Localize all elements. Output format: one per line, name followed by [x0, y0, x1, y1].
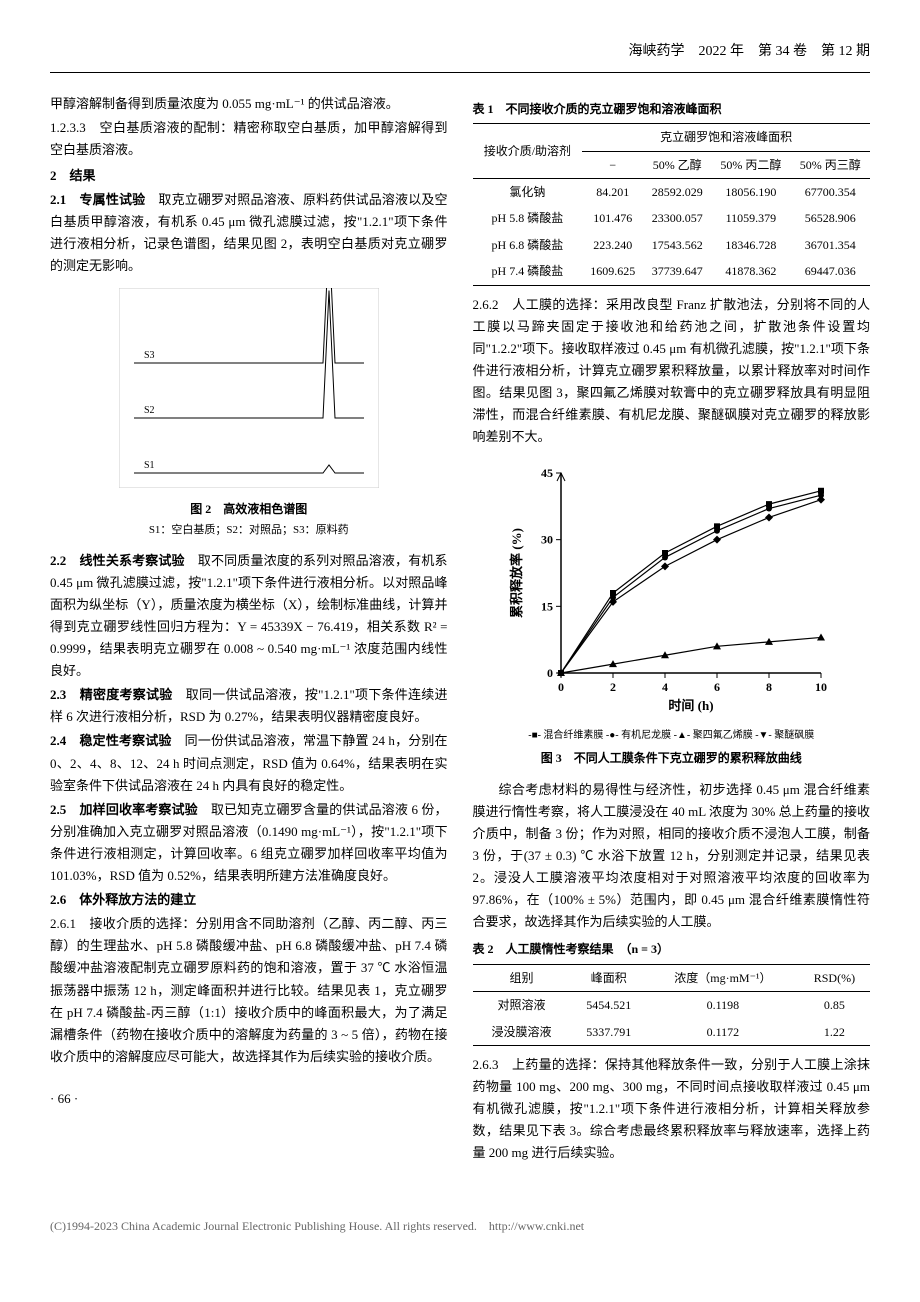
table-2-title: 表 2 人工膜惰性考察结果 （n = 3） — [473, 939, 871, 959]
svg-text:6: 6 — [714, 680, 720, 694]
svg-text:10: 10 — [815, 680, 827, 694]
paragraph: 2.2 线性关系考察试验 取不同质量浓度的系列对照品溶液，有机系 0.45 μm… — [50, 550, 448, 683]
figure-caption: 图 3 不同人工膜条件下克立硼罗的累积释放曲线 — [473, 748, 871, 768]
legend: -■- 混合纤维素膜 -●- 有机尼龙膜 -▲- 聚四氟乙烯膜 -▼- 聚醚砜膜 — [473, 727, 871, 744]
paragraph: 2.3 精密度考察试验 取同一供试品溶液，按"1.2.1"项下条件连续进样 6 … — [50, 684, 448, 728]
svg-text:累积释放率 (%): 累积释放率 (%) — [509, 528, 524, 618]
left-column: 甲醇溶解制备得到质量浓度为 0.055 mg·mL⁻¹ 的供试品溶液。 1.2.… — [50, 93, 448, 1167]
subsection-label: 2.3 精密度考察试验 — [50, 687, 172, 702]
hplc-chromatogram: S1 S2 S3 — [119, 288, 379, 488]
paragraph: 甲醇溶解制备得到质量浓度为 0.055 mg·mL⁻¹ 的供试品溶液。 — [50, 93, 448, 115]
svg-text:S2: S2 — [144, 405, 155, 416]
paragraph: 2.6.3 上药量的选择：保持其他释放条件一致，分别于人工膜上涂抹药物量 100… — [473, 1054, 871, 1164]
svg-text:S3: S3 — [144, 350, 155, 361]
table-2: 组别峰面积浓度（mg·mM⁻¹）RSD(%)对照溶液5454.5210.1198… — [473, 964, 871, 1046]
paragraph: 2.5 加样回收率考察试验 取已知克立硼罗含量的供试品溶液 6 份，分别准确加入… — [50, 799, 448, 887]
svg-text:4: 4 — [662, 680, 668, 694]
svg-text:45: 45 — [541, 466, 553, 480]
svg-text:S1: S1 — [144, 460, 155, 471]
subsection-label: 2.1 专属性试验 — [50, 192, 145, 207]
svg-text:15: 15 — [541, 600, 553, 614]
subsection-label: 2.5 加样回收率考察试验 — [50, 802, 198, 817]
journal-header: 海峡药学 2022 年 第 34 卷 第 12 期 — [50, 40, 870, 73]
table-1: 接收介质/助溶剂克立硼罗饱和溶液峰面积−50% 乙醇50% 丙二醇50% 丙三醇… — [473, 123, 871, 285]
copyright-footer: (C)1994-2023 China Academic Journal Elec… — [50, 1206, 870, 1236]
paragraph: 2.6.1 接收介质的选择：分别用含不同助溶剂（乙醇、丙二醇、丙三醇）的生理盐水… — [50, 913, 448, 1068]
figure-3: 0 2 4 6 8 10 0 15 30 45 时间 (h) 累积释放率 (%) -■- 混合纤维素膜… — [473, 458, 871, 768]
svg-text:30: 30 — [541, 533, 553, 547]
svg-text:0: 0 — [558, 680, 564, 694]
release-curve-chart: 0 2 4 6 8 10 0 15 30 45 时间 (h) 累积释放率 (%) — [506, 458, 836, 718]
svg-text:时间 (h): 时间 (h) — [669, 698, 714, 713]
figure-2: S1 S2 S3 图 2 高效液相色谱图 S1：空白基质；S2：对照品；S3：原料药 — [50, 288, 448, 540]
paragraph: 2.6.2 人工膜的选择：采用改良型 Franz 扩散池法，分别将不同的人工膜以… — [473, 294, 871, 449]
paragraph: 2.1 专属性试验 取克立硼罗对照品溶液、原料药供试品溶液以及空白基质甲醇溶液，… — [50, 189, 448, 277]
two-column-layout: 甲醇溶解制备得到质量浓度为 0.055 mg·mL⁻¹ 的供试品溶液。 1.2.… — [50, 93, 870, 1167]
svg-text:0: 0 — [547, 666, 553, 680]
table-1-title: 表 1 不同接收介质的克立硼罗饱和溶液峰面积 — [473, 99, 871, 119]
text: 取不同质量浓度的系列对照品溶液，有机系 0.45 μm 微孔滤膜过滤，按"1.2… — [50, 553, 448, 678]
right-column: 表 1 不同接收介质的克立硼罗饱和溶液峰面积 接收介质/助溶剂克立硼罗饱和溶液峰… — [473, 93, 871, 1167]
page-number: · 66 · — [50, 1088, 448, 1110]
svg-text:2: 2 — [610, 680, 616, 694]
section-heading: 2 结果 — [50, 165, 448, 187]
paragraph: 综合考虑材料的易得性与经济性，初步选择 0.45 μm 混合纤维素膜进行惰性考察… — [473, 779, 871, 934]
paragraph: 1.2.3.3 空白基质溶液的配制：精密称取空白基质，加甲醇溶解得到空白基质溶液… — [50, 117, 448, 161]
figure-caption: 图 2 高效液相色谱图 — [50, 499, 448, 519]
subsection-label: 2.4 稳定性考察试验 — [50, 733, 172, 748]
paragraph: 2.4 稳定性考察试验 同一份供试品溶液，常温下静置 24 h，分别在 0、2、… — [50, 730, 448, 796]
svg-text:8: 8 — [766, 680, 772, 694]
subsection-label: 2.2 线性关系考察试验 — [50, 553, 185, 568]
figure-subcaption: S1：空白基质；S2：对照品；S3：原料药 — [50, 521, 448, 540]
subsection-heading: 2.6 体外释放方法的建立 — [50, 889, 448, 911]
